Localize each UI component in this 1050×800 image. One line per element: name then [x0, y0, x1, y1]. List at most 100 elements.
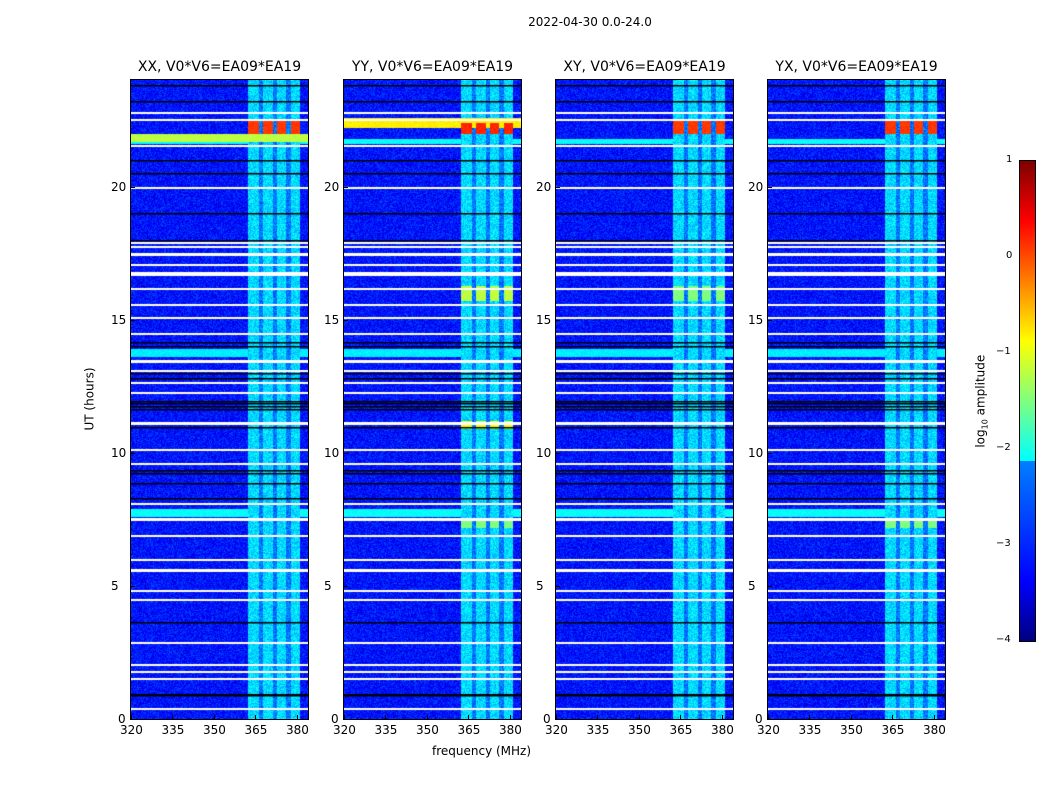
panel-title: YY, V0*V6=EA09*EA19 [351, 59, 514, 75]
x-tick-label: 380 [710, 723, 734, 737]
x-tick-mark [597, 715, 599, 719]
panel-title: XX, V0*V6=EA09*EA19 [137, 59, 302, 75]
x-tick-label: 335 [161, 723, 185, 737]
y-tick-mark [768, 452, 772, 454]
y-tick-label: 20 [111, 179, 127, 194]
y-tick-mark [131, 452, 135, 454]
heatmap-image [344, 80, 521, 719]
heatmap-image [556, 80, 733, 719]
colorbar-tick-label: −3 [996, 538, 1011, 549]
heatmap-panel [130, 79, 309, 720]
colorbar-label: log10 amplitude [973, 354, 990, 448]
y-tick-label: 0 [118, 712, 126, 726]
y-tick-mark [768, 719, 772, 720]
y-tick-mark [131, 719, 135, 720]
x-tick-label: 380 [285, 723, 309, 737]
x-tick-mark [213, 715, 215, 719]
y-tick-label: 10 [324, 445, 340, 460]
y-tick-mark [131, 186, 135, 188]
y-tick-label: 5 [111, 578, 119, 593]
y-tick-mark [556, 719, 560, 720]
x-tick-mark [509, 715, 511, 719]
figure-title: 2022-04-30 0.0-24.0 [528, 15, 652, 29]
y-tick-label: 5 [324, 578, 332, 593]
y-tick-label: 15 [536, 312, 552, 327]
y-tick-mark [344, 585, 348, 587]
y-tick-mark [556, 319, 560, 321]
y-tick-mark [556, 186, 560, 188]
x-tick-label: 335 [374, 723, 398, 737]
heatmap-panel [767, 79, 946, 720]
y-tick-mark [768, 186, 772, 188]
x-tick-label: 335 [798, 723, 822, 737]
y-tick-label: 0 [543, 712, 551, 726]
x-tick-mark [344, 715, 345, 719]
x-tick-mark [721, 715, 723, 719]
y-tick-mark [768, 585, 772, 587]
x-tick-mark [468, 715, 470, 719]
colorbar-tick-label: 1 [1006, 154, 1013, 165]
x-axis-label: frequency (MHz) [432, 744, 532, 758]
x-tick-label: 350 [627, 723, 651, 737]
heatmap-image [768, 80, 945, 719]
x-tick-mark [426, 715, 428, 719]
x-tick-mark [809, 715, 811, 719]
colorbar [1019, 160, 1036, 642]
y-tick-label: 5 [536, 578, 544, 593]
y-tick-label: 20 [748, 179, 764, 194]
y-tick-mark [556, 452, 560, 454]
heatmap-panel [343, 79, 522, 720]
y-tick-label: 0 [755, 712, 763, 726]
y-tick-label: 10 [748, 445, 764, 460]
x-tick-mark [556, 715, 557, 719]
x-tick-label: 320 [333, 723, 356, 737]
y-tick-mark [344, 719, 348, 720]
y-axis-label: UT (hours) [82, 367, 97, 431]
y-tick-mark [131, 319, 135, 321]
y-tick-label: 5 [748, 578, 756, 593]
y-tick-label: 0 [331, 712, 339, 726]
y-tick-mark [344, 319, 348, 321]
x-tick-label: 380 [922, 723, 946, 737]
y-tick-label: 15 [111, 312, 127, 327]
y-tick-mark [556, 585, 560, 587]
x-tick-label: 350 [415, 723, 439, 737]
x-tick-mark [385, 715, 387, 719]
x-tick-mark [638, 715, 640, 719]
y-tick-label: 15 [324, 312, 340, 327]
x-tick-label: 365 [669, 723, 693, 737]
heatmap-image [131, 80, 308, 719]
y-tick-mark [344, 452, 348, 454]
y-tick-mark [131, 585, 135, 587]
x-tick-label: 365 [881, 723, 905, 737]
y-tick-label: 10 [111, 445, 127, 460]
x-tick-mark [172, 715, 174, 719]
y-tick-mark [768, 319, 772, 321]
x-tick-label: 350 [202, 723, 226, 737]
x-tick-label: 350 [839, 723, 863, 737]
colorbar-tick-label: −2 [996, 442, 1011, 453]
colorbar-tick-label: 0 [1006, 250, 1013, 261]
x-tick-label: 320 [545, 723, 568, 737]
panel-title: XY, V0*V6=EA09*EA19 [563, 59, 726, 75]
x-tick-label: 365 [244, 723, 268, 737]
y-tick-label: 20 [536, 179, 552, 194]
x-tick-mark [131, 715, 132, 719]
x-tick-mark [255, 715, 257, 719]
x-tick-label: 320 [120, 723, 143, 737]
y-tick-label: 20 [324, 179, 340, 194]
x-tick-label: 380 [498, 723, 522, 737]
x-tick-mark [850, 715, 852, 719]
colorbar-tick-label: −1 [996, 346, 1011, 357]
x-tick-mark [892, 715, 894, 719]
heatmap-panel [555, 79, 734, 720]
y-tick-label: 15 [748, 312, 764, 327]
x-tick-label: 365 [457, 723, 481, 737]
x-tick-mark [296, 715, 298, 719]
x-tick-label: 320 [757, 723, 780, 737]
y-tick-mark [344, 186, 348, 188]
x-tick-mark [680, 715, 682, 719]
panel-title: YX, V0*V6=EA09*EA19 [775, 59, 938, 75]
x-tick-mark [933, 715, 935, 719]
